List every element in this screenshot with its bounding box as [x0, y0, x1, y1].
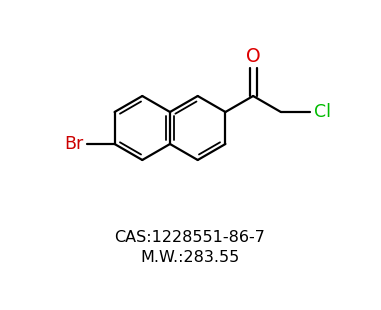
Text: Br: Br: [64, 135, 83, 153]
Text: CAS:1228551-86-7: CAS:1228551-86-7: [115, 231, 266, 246]
Text: M.W.:283.55: M.W.:283.55: [140, 250, 240, 265]
Text: O: O: [246, 47, 261, 66]
Text: Cl: Cl: [314, 103, 331, 121]
